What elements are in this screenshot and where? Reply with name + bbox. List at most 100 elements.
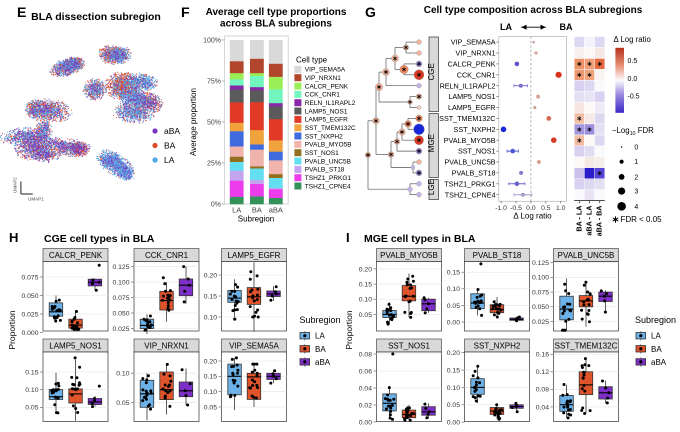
svg-text:UMAP2: UMAP2 (13, 177, 18, 193)
svg-text:TSHZ1_CPNE4: TSHZ1_CPNE4 (305, 183, 351, 190)
svg-text:0.20: 0.20 (204, 358, 217, 365)
svg-text:RELN_IL1RAPL2: RELN_IL1RAPL2 (305, 100, 356, 107)
svg-text:0.20: 0.20 (447, 350, 460, 357)
svg-text:MGE cell types in BLA: MGE cell types in BLA (364, 233, 476, 245)
svg-text:0: 0 (634, 145, 638, 152)
svg-text:Average proportion: Average proportion (189, 88, 198, 156)
svg-text:50%: 50% (207, 120, 221, 127)
svg-text:Subregion: Subregion (635, 315, 676, 325)
svg-text:H: H (9, 230, 18, 245)
svg-text:0.12: 0.12 (536, 369, 549, 376)
svg-text:LAMP5_EGFR: LAMP5_EGFR (305, 117, 348, 124)
svg-text:0.000: 0.000 (21, 330, 38, 337)
svg-text:0.15: 0.15 (204, 293, 217, 300)
svg-text:CCK_CNR1: CCK_CNR1 (145, 251, 189, 260)
svg-text:0.100: 0.100 (532, 275, 549, 282)
svg-text:Cell type: Cell type (296, 56, 328, 65)
svg-text:F: F (181, 4, 190, 20)
svg-text:0.075: 0.075 (112, 295, 129, 302)
svg-text:0.5: 0.5 (541, 205, 551, 212)
svg-text:0%: 0% (211, 202, 221, 209)
svg-text:0.10: 0.10 (447, 385, 460, 392)
svg-text:4: 4 (634, 204, 638, 211)
svg-text:LA: LA (500, 22, 512, 32)
svg-text:0.05: 0.05 (116, 400, 129, 407)
svg-text:CGE: CGE (427, 63, 436, 80)
svg-text:2: 2 (634, 174, 638, 181)
svg-text:0.00: 0.00 (447, 420, 460, 427)
svg-text:CGE cell types in BLA: CGE cell types in BLA (44, 233, 155, 245)
svg-text:0.00: 0.00 (359, 419, 372, 426)
svg-text:CCK_CNR1: CCK_CNR1 (305, 92, 340, 99)
svg-text:Cell type composition across B: Cell type composition across BLA subregi… (424, 5, 643, 16)
svg-text:LGE: LGE (427, 179, 436, 195)
svg-text:PVALB_UNC5B: PVALB_UNC5B (305, 158, 351, 165)
svg-text:TSHZ1_CPNE4: TSHZ1_CPNE4 (445, 190, 496, 199)
svg-text:CCK_CNR1: CCK_CNR1 (457, 70, 496, 79)
svg-text:Average cell type proportions: Average cell type proportions (206, 7, 347, 18)
svg-text:SST_NXPH2: SST_NXPH2 (305, 133, 343, 140)
svg-text:VIP_SEMA5A: VIP_SEMA5A (229, 342, 279, 351)
svg-text:0.0: 0.0 (526, 205, 536, 212)
svg-text:0.15: 0.15 (447, 270, 460, 277)
svg-text:0.025: 0.025 (532, 319, 549, 326)
svg-text:0.04: 0.04 (359, 385, 372, 392)
svg-text:BA: BA (651, 345, 662, 354)
svg-text:0.08: 0.08 (536, 387, 549, 394)
svg-text:VIP_NRXN1: VIP_NRXN1 (144, 342, 189, 351)
svg-text:LAMP5_NOS1: LAMP5_NOS1 (49, 342, 102, 351)
svg-text:0.075: 0.075 (21, 274, 38, 281)
svg-text:SST_TMEM132C: SST_TMEM132C (305, 125, 356, 132)
svg-text:0.100: 0.100 (112, 279, 129, 286)
svg-text:0.15: 0.15 (25, 369, 38, 376)
svg-text:3: 3 (634, 189, 638, 196)
svg-text:0.050: 0.050 (21, 293, 38, 300)
svg-text:TSHZ1_PRKG1: TSHZ1_PRKG1 (444, 179, 495, 188)
svg-text:CALCR_PENK: CALCR_PENK (305, 83, 349, 90)
svg-text:aBA: aBA (269, 206, 283, 215)
svg-text:0.10: 0.10 (447, 286, 460, 293)
svg-text:I: I (346, 230, 350, 245)
svg-text:PVALB_MYO5B: PVALB_MYO5B (444, 136, 496, 145)
svg-text:VIP_NRXN1: VIP_NRXN1 (305, 75, 342, 82)
svg-text:BA: BA (560, 22, 573, 32)
svg-text:0.125: 0.125 (532, 260, 549, 267)
svg-text:LA: LA (315, 332, 325, 341)
svg-text:LA: LA (164, 155, 175, 165)
svg-text:SST_NXPH2: SST_NXPH2 (474, 342, 521, 351)
svg-text:SST_NOS1: SST_NOS1 (388, 342, 430, 351)
svg-text:0.05: 0.05 (204, 404, 217, 411)
svg-text:25%: 25% (207, 161, 221, 168)
svg-text:MGE: MGE (427, 134, 436, 152)
svg-text:0.20: 0.20 (359, 266, 372, 273)
svg-text:0.10: 0.10 (25, 387, 38, 394)
svg-text:PVALB_MYO5B: PVALB_MYO5B (380, 251, 438, 260)
svg-text:SST_TMEM132C: SST_TMEM132C (555, 342, 618, 351)
svg-text:0.10: 0.10 (204, 314, 217, 321)
svg-text:0.10: 0.10 (204, 389, 217, 396)
svg-text:-1.0: -1.0 (495, 205, 507, 212)
svg-text:Proportion: Proportion (7, 310, 17, 349)
svg-text:FDR < 0.05: FDR < 0.05 (621, 215, 663, 224)
svg-text:0.00: 0.00 (447, 319, 460, 326)
svg-text:75%: 75% (207, 79, 221, 86)
svg-text:BLA dissection subregion: BLA dissection subregion (31, 11, 161, 23)
svg-text:1: 1 (634, 159, 638, 166)
svg-text:0.075: 0.075 (532, 289, 549, 296)
svg-text:across BLA subregions: across BLA subregions (220, 19, 332, 30)
svg-text:LAMP5_NOS1: LAMP5_NOS1 (448, 92, 495, 101)
svg-text:BA - LA: BA - LA (574, 206, 583, 232)
svg-text:aBA - BA: aBA - BA (595, 206, 604, 237)
svg-text:1.0: 1.0 (556, 205, 566, 212)
svg-text:0.050: 0.050 (532, 304, 549, 311)
svg-text:aBA - LA: aBA - LA (585, 206, 594, 236)
svg-text:0.025: 0.025 (21, 311, 38, 318)
svg-text:0.08: 0.08 (359, 351, 372, 358)
svg-text:CALCR_PENK: CALCR_PENK (448, 60, 496, 69)
svg-text:0.20: 0.20 (204, 272, 217, 279)
svg-text:100%: 100% (203, 38, 221, 45)
svg-text:PVALB_ST18: PVALB_ST18 (473, 251, 522, 260)
svg-text:PVALB_UNC5B: PVALB_UNC5B (445, 158, 496, 167)
svg-text:CALCR_PENK: CALCR_PENK (49, 251, 103, 260)
svg-text:PVALB_ST18: PVALB_ST18 (305, 167, 345, 174)
